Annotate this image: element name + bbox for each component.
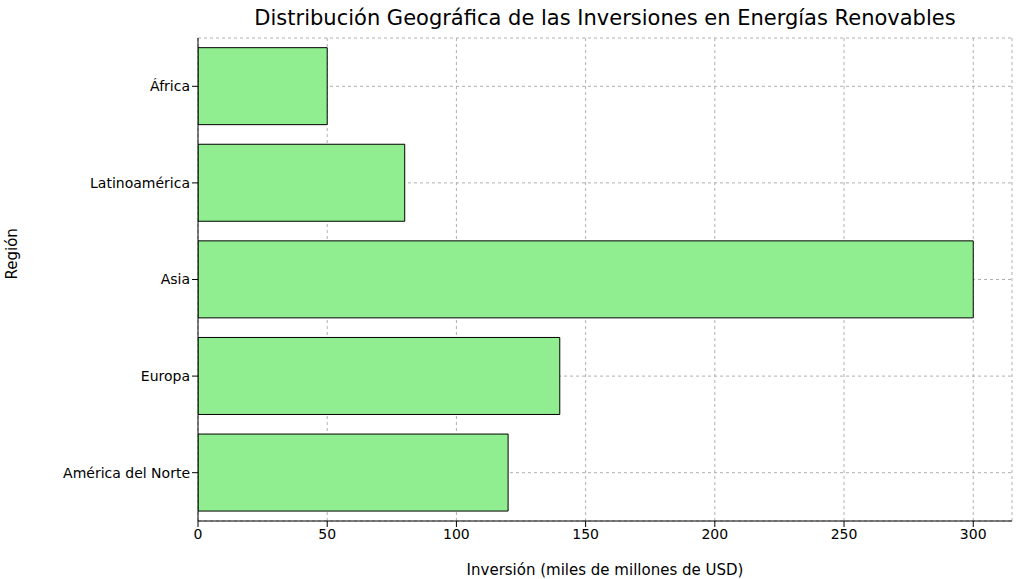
svg-text:Región: Región — [8, 228, 21, 279]
svg-text:Asia: Asia — [161, 271, 190, 287]
svg-text:América del Norte: América del Norte — [63, 465, 190, 481]
svg-text:Latinoamérica: Latinoamérica — [90, 175, 190, 191]
svg-text:Europa: Europa — [141, 368, 190, 384]
svg-text:África: África — [150, 78, 190, 94]
svg-text:300: 300 — [960, 526, 987, 542]
svg-text:150: 150 — [572, 526, 599, 542]
svg-text:250: 250 — [831, 526, 858, 542]
svg-text:Inversión (miles de millones d: Inversión (miles de millones de USD) — [467, 561, 744, 579]
svg-text:200: 200 — [701, 526, 728, 542]
svg-text:100: 100 — [443, 526, 470, 542]
html-text:Distribución Geográfica de las: Distribución Geográfica de las Inversion… — [254, 6, 956, 30]
svg-text:50: 50 — [318, 526, 336, 542]
svg-text:0: 0 — [194, 526, 203, 542]
